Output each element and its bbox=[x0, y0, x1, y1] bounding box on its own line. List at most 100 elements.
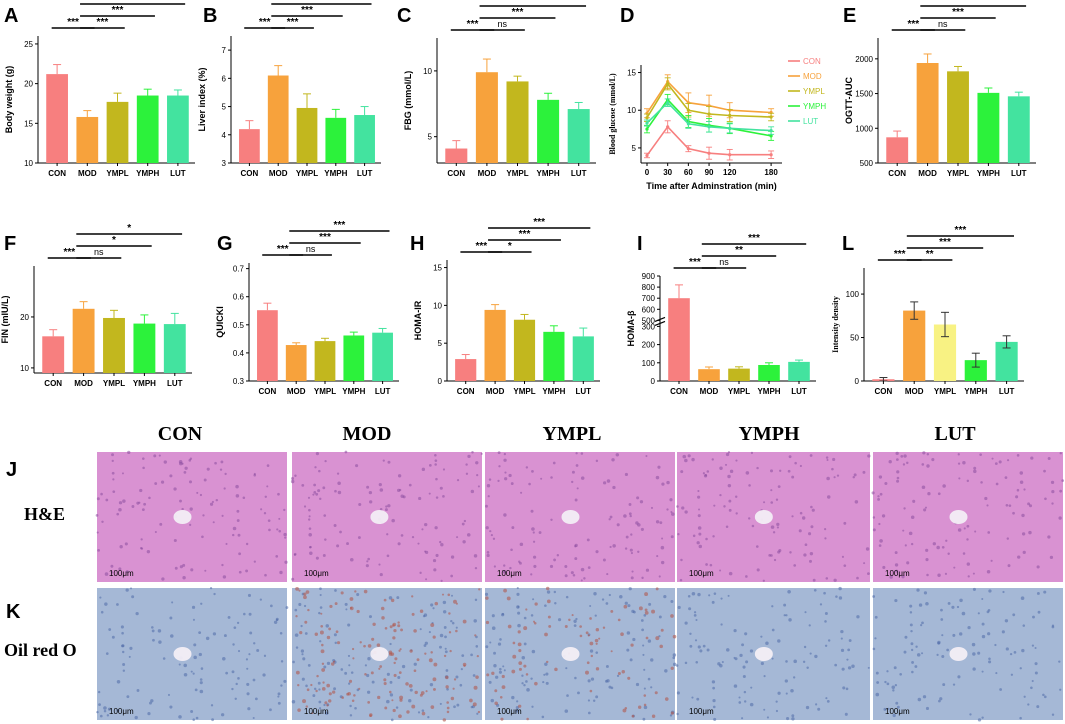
nucleus-dot bbox=[922, 695, 927, 699]
nucleus-dot bbox=[308, 533, 312, 537]
lipid-droplet bbox=[432, 635, 436, 639]
nucleus-dot bbox=[841, 555, 845, 558]
lipid-droplet bbox=[590, 654, 594, 658]
tile-oil-ymph: 100μm bbox=[675, 586, 870, 721]
nucleus-dot bbox=[672, 653, 677, 657]
nucleus-dot bbox=[280, 660, 284, 663]
nucleus-dot bbox=[936, 653, 939, 657]
nucleus-dot bbox=[105, 498, 109, 502]
nucleus-dot bbox=[419, 571, 422, 574]
scale-bar-label: 100μm bbox=[885, 707, 910, 716]
nucleus-dot bbox=[384, 508, 388, 512]
nucleus-dot bbox=[814, 654, 818, 659]
lipid-droplet bbox=[455, 629, 458, 633]
lipid-droplet bbox=[421, 711, 426, 716]
nucleus-dot bbox=[694, 639, 698, 642]
nucleus-dot bbox=[219, 468, 223, 471]
nucleus-dot bbox=[669, 498, 673, 502]
nucleus-dot bbox=[211, 718, 215, 722]
nucleus-dot bbox=[183, 470, 187, 474]
nucleus-dot bbox=[235, 494, 240, 498]
nucleus-dot bbox=[595, 550, 599, 554]
nucleus-dot bbox=[995, 482, 999, 486]
lipid-droplet bbox=[462, 619, 467, 624]
lipid-droplet bbox=[517, 630, 521, 634]
nucleus-dot bbox=[878, 522, 881, 526]
nucleus-dot bbox=[396, 596, 400, 600]
bar-h-lut bbox=[572, 336, 594, 381]
nucleus-dot bbox=[499, 667, 502, 671]
nucleus-dot bbox=[470, 653, 473, 657]
nucleus-dot bbox=[658, 575, 661, 578]
nucleus-dot bbox=[460, 668, 463, 671]
nucleus-dot bbox=[461, 654, 465, 657]
nucleus-dot bbox=[909, 611, 913, 614]
lipid-droplet bbox=[589, 617, 592, 620]
nucleus-dot bbox=[895, 451, 899, 456]
nucleus-dot bbox=[490, 698, 495, 703]
nucleus-dot bbox=[1023, 695, 1026, 698]
nucleus-dot bbox=[211, 500, 215, 504]
nucleus-dot bbox=[545, 672, 549, 676]
nucleus-dot bbox=[400, 494, 404, 498]
lipid-droplet bbox=[390, 598, 395, 603]
y-axis-title-l: Intensity density bbox=[831, 296, 840, 353]
nucleus-dot bbox=[629, 548, 633, 552]
nucleus-dot bbox=[1002, 590, 1005, 594]
nucleus-dot bbox=[712, 535, 715, 538]
nucleus-dot bbox=[476, 712, 479, 715]
nucleus-dot bbox=[994, 462, 998, 466]
nucleus-dot bbox=[553, 590, 557, 594]
lipid-droplet bbox=[328, 692, 332, 696]
nucleus-dot bbox=[769, 469, 774, 473]
nucleus-dot bbox=[237, 649, 241, 653]
nucleus-dot bbox=[111, 471, 115, 475]
nucleus-dot bbox=[808, 624, 811, 627]
nucleus-dot bbox=[523, 642, 527, 646]
nucleus-dot bbox=[421, 709, 425, 712]
nucleus-dot bbox=[367, 557, 371, 561]
nucleus-dot bbox=[979, 453, 982, 456]
nucleus-dot bbox=[173, 539, 177, 543]
y-tick-label-g: 0.6 bbox=[233, 293, 245, 302]
lipid-droplet bbox=[341, 696, 345, 699]
nucleus-dot bbox=[334, 589, 337, 592]
nucleus-dot bbox=[939, 697, 943, 701]
nucleus-dot bbox=[696, 697, 700, 701]
nucleus-dot bbox=[422, 614, 426, 618]
nucleus-dot bbox=[735, 512, 738, 515]
nucleus-dot bbox=[503, 452, 506, 456]
lipid-droplet bbox=[473, 685, 478, 690]
lipid-droplet bbox=[302, 699, 307, 704]
lipid-droplet bbox=[413, 629, 417, 633]
nucleus-dot bbox=[456, 703, 460, 707]
nucleus-dot bbox=[748, 484, 751, 487]
bar-a-con bbox=[46, 74, 68, 163]
x-tick-label-h: CON bbox=[457, 387, 475, 396]
lipid-droplet bbox=[430, 651, 433, 654]
nucleus-dot bbox=[713, 717, 717, 721]
lipid-droplet bbox=[392, 622, 397, 627]
bar-i-lut bbox=[788, 361, 810, 381]
nucleus-dot bbox=[851, 664, 855, 668]
nucleus-dot bbox=[643, 705, 648, 710]
bar-e-con bbox=[886, 137, 909, 163]
panel-label-b: B bbox=[203, 5, 217, 27]
nucleus-dot bbox=[135, 612, 139, 616]
nucleus-dot bbox=[1042, 693, 1045, 697]
nucleus-dot bbox=[987, 632, 991, 636]
nucleus-dot bbox=[100, 610, 104, 614]
x-tick-label-g: LUT bbox=[375, 387, 391, 396]
nucleus-dot bbox=[956, 605, 960, 609]
tile-oil-ympl: 100μm bbox=[484, 586, 677, 721]
nucleus-dot bbox=[766, 716, 770, 719]
lipid-droplet bbox=[617, 618, 621, 622]
nucleus-dot bbox=[1049, 555, 1054, 559]
nucleus-dot bbox=[544, 662, 548, 666]
bar-e-mod bbox=[916, 63, 939, 163]
nucleus-dot bbox=[385, 505, 388, 508]
nucleus-dot bbox=[788, 618, 792, 622]
nucleus-dot bbox=[532, 555, 537, 559]
nucleus-dot bbox=[631, 570, 634, 573]
